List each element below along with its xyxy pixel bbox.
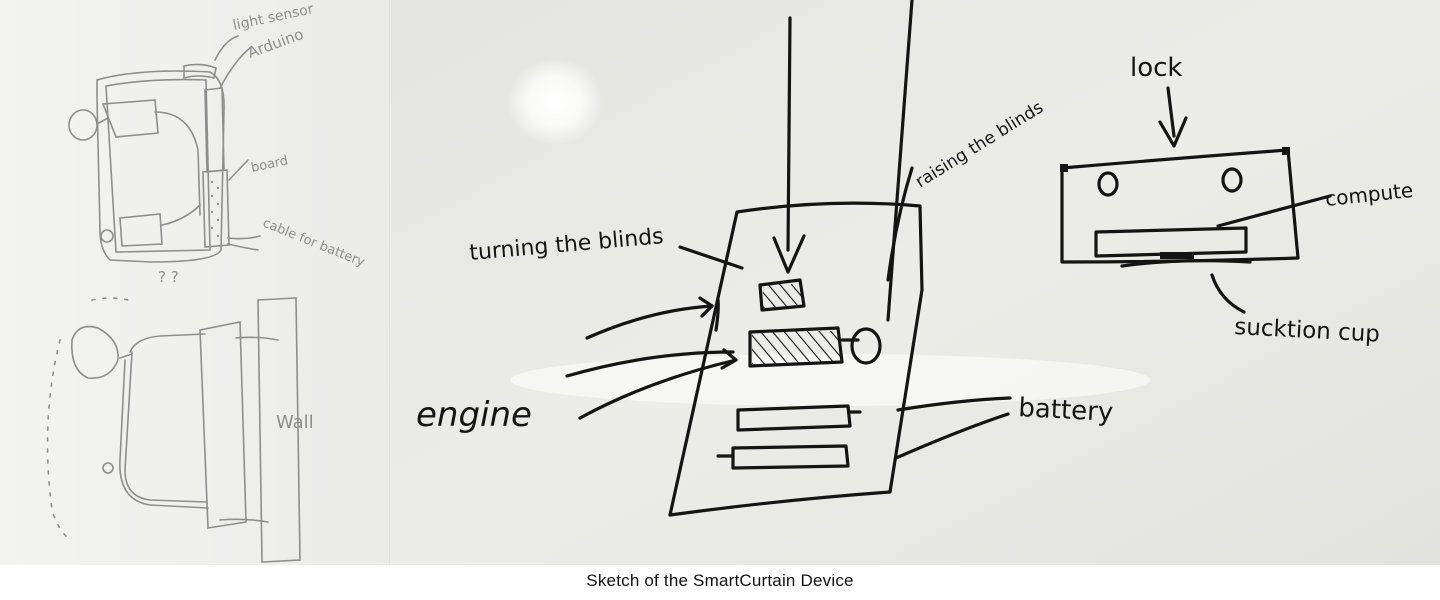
whiteboard-sketch-panel: turning the blinds raising the blinds en… <box>391 0 1440 565</box>
device-side-view-drawing <box>46 297 301 563</box>
lock-corner-left <box>1060 164 1068 172</box>
device-top-view-drawing <box>68 35 261 263</box>
paper-background <box>0 0 390 565</box>
engine-hatch <box>752 331 840 364</box>
figure-caption: Sketch of the SmartCurtain Device <box>586 571 854 590</box>
light-glare <box>507 58 603 146</box>
lock-corner-right <box>1282 147 1290 155</box>
light-reflection-band <box>510 354 1150 406</box>
lock-drawing <box>1060 86 1332 314</box>
paper-sketch-panel: light sensor Arduino board cable for bat… <box>0 0 391 565</box>
label-wall: Wall <box>276 412 314 433</box>
suction-cup-base <box>1160 252 1194 259</box>
blinds-gear-hatch <box>763 284 801 308</box>
curtain-device-drawing <box>565 0 1012 517</box>
board-holes <box>210 180 220 238</box>
label-engine: engine <box>416 395 532 435</box>
label-lock: lock <box>1130 53 1182 83</box>
label-battery: battery <box>1018 393 1114 428</box>
label-question-marks: ? ? <box>158 268 179 286</box>
sketch-image: light sensor Arduino board cable for bat… <box>0 0 1440 565</box>
